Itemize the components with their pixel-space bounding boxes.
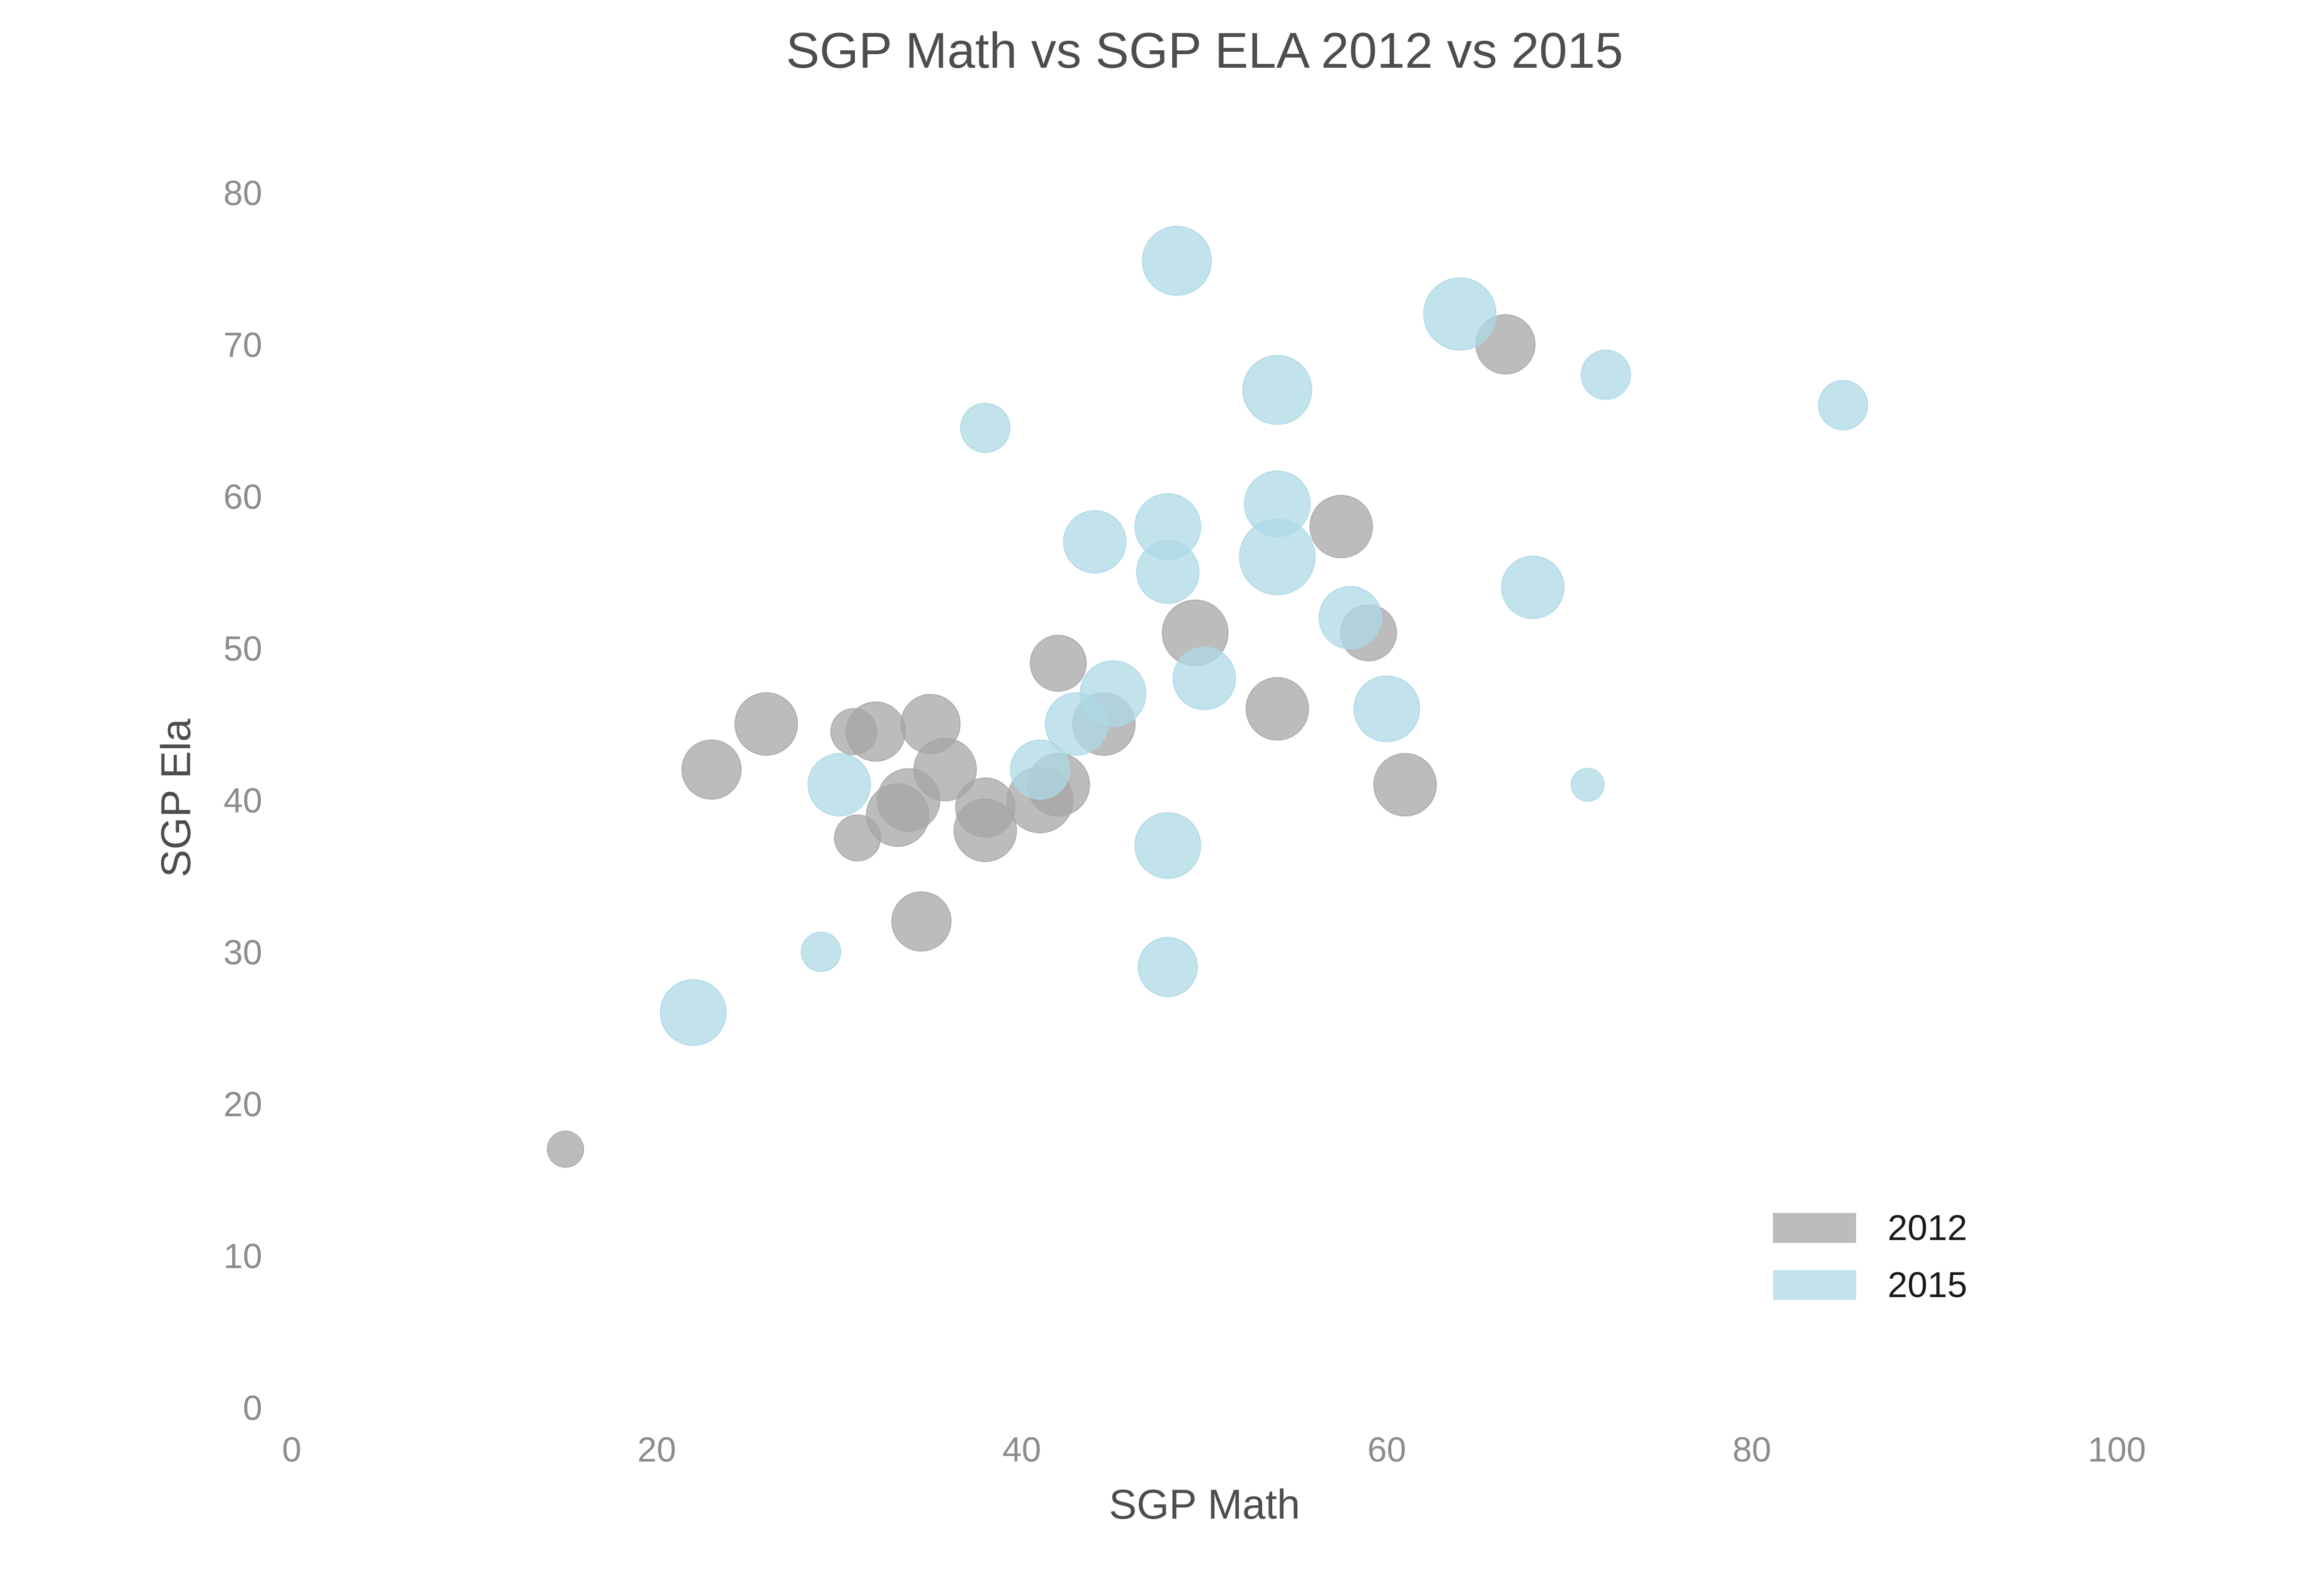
x-tick-label-5: 100 [2088, 1431, 2146, 1469]
point-2015-3 [960, 402, 1011, 453]
point-2015-12 [1142, 225, 1212, 296]
y-tick-label-3: 30 [223, 933, 262, 972]
point-2015-16 [1242, 355, 1312, 425]
point-2015-0 [660, 979, 727, 1046]
point-2015-18 [1353, 675, 1420, 742]
y-tick-label-8: 80 [223, 174, 262, 213]
point-2012-18 [1245, 677, 1310, 741]
series-2015 [660, 225, 1869, 1046]
point-2015-7 [1079, 660, 1146, 727]
point-2015-13 [1172, 647, 1236, 710]
x-tick-label-3: 60 [1368, 1431, 1406, 1469]
point-2015-6 [1063, 510, 1127, 574]
point-2015-9 [1134, 812, 1202, 879]
chart-title: SGP Math vs SGP ELA 2012 vs 2015 [786, 23, 1623, 79]
point-2015-2 [807, 753, 871, 817]
x-tick-label-4: 80 [1732, 1431, 1771, 1469]
x-axis-label: SGP Math [1109, 1481, 1300, 1528]
point-2012-0 [547, 1130, 584, 1168]
y-tick-label-2: 20 [223, 1085, 262, 1124]
point-2012-2 [734, 692, 798, 756]
point-2015-22 [1580, 349, 1631, 400]
point-2012-5 [846, 701, 906, 762]
point-2015-8 [1137, 937, 1198, 997]
point-2015-23 [1818, 380, 1869, 430]
point-2012-21 [1373, 753, 1437, 817]
point-2015-4 [1010, 739, 1071, 800]
point-2015-1 [801, 931, 841, 972]
x-tick-label-2: 40 [1002, 1431, 1041, 1469]
y-tick-label-1: 10 [223, 1237, 262, 1276]
point-2015-21 [1570, 768, 1605, 802]
legend-swatch-2015 [1773, 1270, 1856, 1300]
y-tick-label-7: 70 [223, 326, 262, 365]
point-2012-12 [955, 777, 1015, 838]
point-2015-15 [1244, 470, 1311, 537]
x-tick-label-1: 20 [638, 1431, 676, 1469]
points-layer [547, 225, 1869, 1168]
legend-swatch-2012 [1773, 1213, 1856, 1243]
point-2015-20 [1501, 555, 1565, 620]
legend: 2012 2015 [1773, 1208, 1967, 1305]
point-2015-11 [1134, 493, 1202, 560]
y-tick-label-0: 0 [243, 1389, 262, 1428]
point-2012-19 [1309, 495, 1373, 559]
point-2015-17 [1318, 586, 1382, 650]
point-2012-1 [681, 739, 742, 800]
point-2015-19 [1423, 277, 1497, 351]
point-2012-15 [1029, 635, 1087, 692]
y-tick-label-4: 40 [223, 782, 262, 820]
point-2012-10 [913, 738, 977, 801]
x-tick-label-0: 0 [282, 1431, 301, 1469]
y-tick-label-5: 50 [223, 630, 262, 668]
legend-label-2015: 2015 [1888, 1265, 1967, 1305]
legend-label-2012: 2012 [1888, 1208, 1967, 1248]
ticks-layer: 0 20 40 60 80 100 0 10 20 30 40 50 60 70 80 [223, 174, 2146, 1469]
y-tick-label-6: 60 [223, 478, 262, 517]
y-axis-label: SGP Ela [153, 719, 199, 877]
point-2012-8 [891, 891, 952, 952]
